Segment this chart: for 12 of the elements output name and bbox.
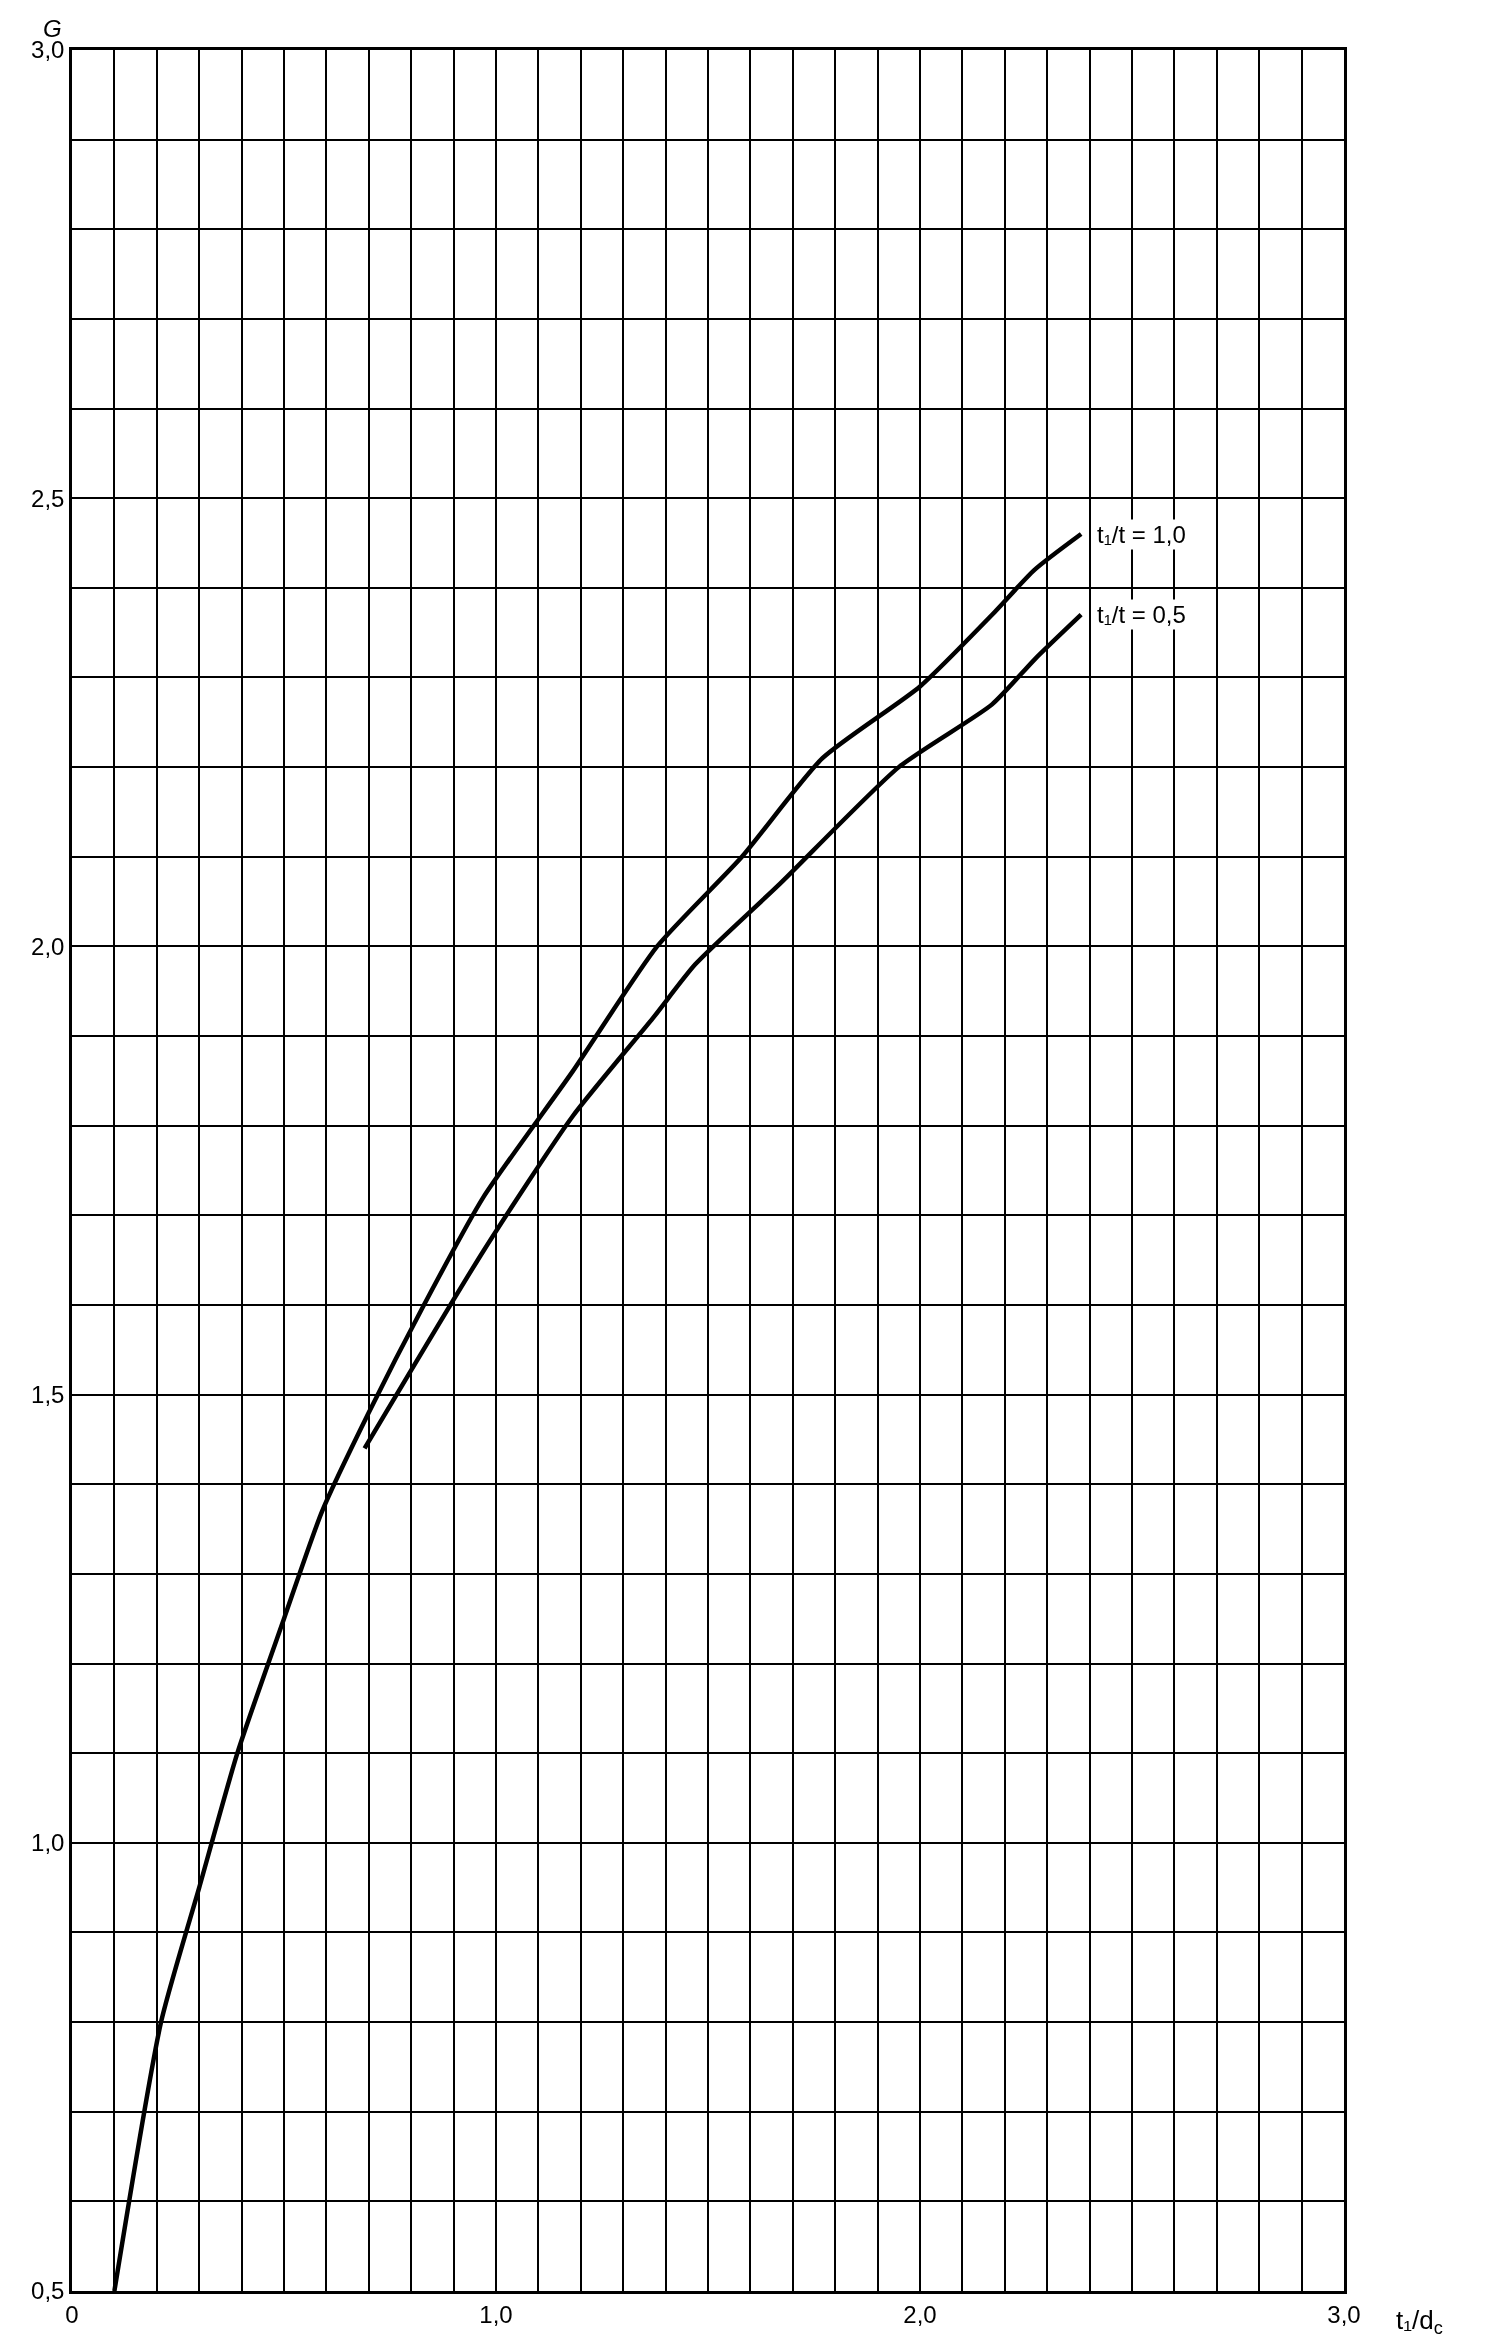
y-tick-label: 0,5 (31, 2277, 65, 2305)
series-label: t₁/t = 0,5 (1097, 601, 1186, 628)
y-tick-label: 1,0 (31, 1829, 65, 1857)
x-tick-label: 3,0 (1327, 2300, 1361, 2328)
x-axis-title: t₁/d$_{c}$ (1396, 2305, 1443, 2339)
series-label: t₁/t = 1,0 (1097, 521, 1186, 548)
y-tick-label: 2,0 (31, 932, 65, 960)
x-tick-label: 0 (65, 2300, 79, 2328)
y-tick-label: 1,5 (31, 1381, 65, 1408)
x-tick-label: 2,0 (903, 2300, 937, 2328)
x-tick-label: 1,0 (479, 2300, 513, 2328)
y-tick-label: 2,5 (31, 484, 65, 512)
